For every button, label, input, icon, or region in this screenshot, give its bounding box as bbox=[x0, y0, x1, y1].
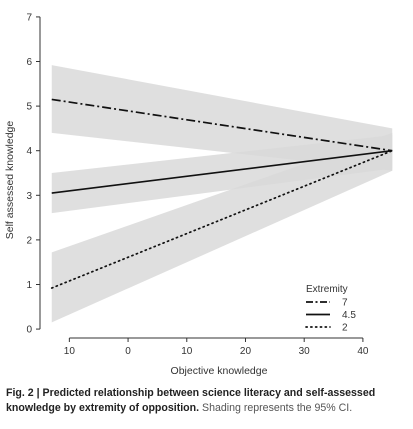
ci-bands bbox=[51, 65, 393, 323]
legend-label-3: 2 bbox=[342, 323, 348, 334]
y-tick-label: 1 bbox=[26, 280, 32, 291]
ci-band-1 bbox=[51, 65, 393, 171]
series-line-2 bbox=[51, 149, 393, 194]
y-tick-label: 6 bbox=[26, 57, 32, 68]
chart-plot: 0 1 2 3 4 5 6 7 10 0 10 20 30 40 Objective knowledge… bbox=[4, 12, 394, 377]
ci-band-3 bbox=[51, 132, 393, 323]
y-tick-label: 0 bbox=[26, 325, 32, 336]
y-ticks: 0 1 2 3 4 5 6 7 bbox=[26, 12, 40, 336]
figure-caption: Fig. 2 | Predicted relationship between … bbox=[6, 386, 410, 416]
x-tick-label: 10 bbox=[181, 346, 193, 357]
y-tick-label: 7 bbox=[26, 12, 32, 23]
x-axis-label: Objective knowledge bbox=[171, 365, 268, 377]
y-axis-label: Self assessed knowledge bbox=[4, 121, 16, 240]
caption-title: Fig. 2 | Predicted relationship between … bbox=[6, 387, 376, 414]
y-tick-label: 2 bbox=[26, 235, 32, 246]
x-ticks: 10 0 10 20 30 40 bbox=[64, 338, 369, 357]
series-line-3 bbox=[50, 149, 394, 289]
legend: Extremity 74.52 bbox=[305, 284, 356, 334]
y-tick-label: 4 bbox=[26, 146, 32, 157]
x-tick-label: 0 bbox=[125, 346, 131, 357]
ci-band-2 bbox=[51, 135, 393, 214]
series-lines bbox=[50, 98, 394, 289]
y-tick-label: 3 bbox=[26, 191, 32, 202]
series-line-1 bbox=[51, 98, 393, 152]
x-tick-label: 20 bbox=[240, 346, 252, 357]
legend-items: 74.52 bbox=[305, 298, 356, 334]
y-tick-label: 5 bbox=[26, 102, 32, 113]
caption-note: Shading represents the 95% CI. bbox=[202, 402, 353, 414]
legend-label-2: 4.5 bbox=[342, 310, 356, 321]
axes bbox=[39, 16, 363, 339]
x-tick-label: 30 bbox=[299, 346, 311, 357]
legend-title: Extremity bbox=[306, 284, 348, 295]
legend-label-1: 7 bbox=[342, 298, 348, 309]
x-tick-label: 10 bbox=[64, 346, 76, 357]
x-tick-label: 40 bbox=[357, 346, 369, 357]
